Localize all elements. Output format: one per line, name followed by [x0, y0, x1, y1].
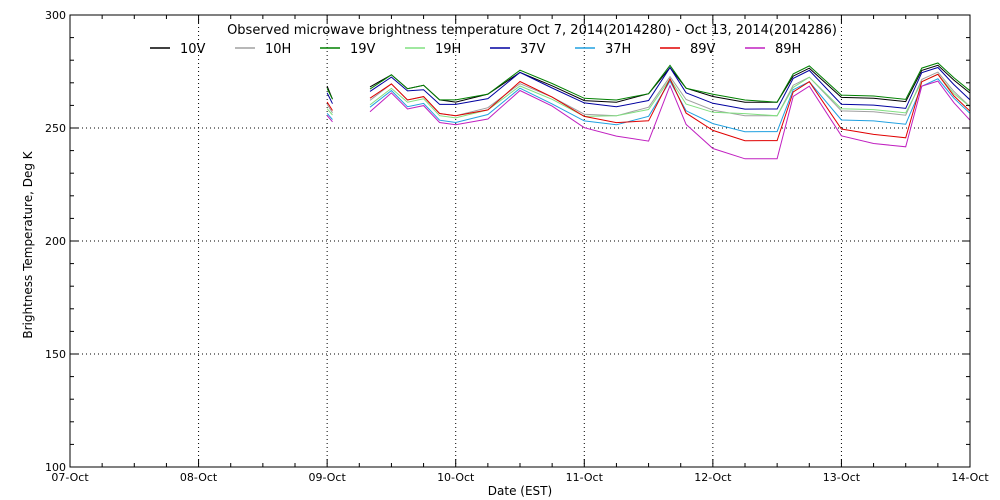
- series-line-37H: [326, 112, 333, 120]
- y-tick-label: 200: [45, 235, 66, 248]
- legend-label-37V: 37V: [520, 42, 546, 57]
- x-tick-label: 14-Oct: [951, 471, 989, 484]
- legend: 10V 10H 19V 19H 37V 37H 89V 89H: [150, 42, 801, 57]
- x-tick-label: 09-Oct: [308, 471, 346, 484]
- y-tick-label: 150: [45, 348, 66, 361]
- legend-label-19V: 19V: [350, 42, 376, 57]
- series-line-89H: [369, 80, 971, 160]
- legend-label-19H: 19H: [435, 42, 461, 57]
- x-axis-label: Date (EST): [488, 484, 552, 498]
- series-line-19V: [326, 88, 333, 100]
- x-tick-label: 10-Oct: [437, 471, 475, 484]
- series-line-89V: [326, 101, 333, 111]
- y-tick-label: 300: [45, 9, 66, 22]
- series-line-37V: [326, 92, 333, 104]
- axis-ticks: 07-Oct 08-Oct 09-Oct 10-Oct 11-Oct 12-Oct 13-O…: [45, 9, 989, 484]
- x-tick-label: 12-Oct: [694, 471, 732, 484]
- series-line-89V: [369, 73, 971, 142]
- series-lines: [326, 62, 971, 160]
- series-line-19V: [369, 62, 971, 103]
- series-line-89H: [326, 115, 333, 123]
- x-tick-label: 08-Oct: [180, 471, 218, 484]
- y-axis-label: Brightness Temperature, Deg K: [21, 150, 35, 338]
- x-tick-label: 11-Oct: [566, 471, 604, 484]
- series-line-37V: [369, 66, 971, 110]
- x-tick-label: 13-Oct: [823, 471, 861, 484]
- y-tick-label: 250: [45, 122, 66, 135]
- legend-label-37H: 37H: [605, 42, 631, 57]
- legend-label-10V: 10V: [180, 42, 206, 57]
- series-line-19H: [326, 108, 333, 116]
- legend-label-89H: 89H: [775, 42, 801, 57]
- grid-lines: [70, 15, 970, 467]
- series-line-19H: [369, 73, 971, 119]
- legend-label-10H: 10H: [265, 42, 291, 57]
- chart-title: Observed microwave brightness temperatur…: [227, 23, 837, 38]
- y-tick-label: 100: [45, 461, 66, 474]
- series-line-10H: [326, 103, 333, 114]
- legend-label-89V: 89V: [690, 42, 716, 57]
- x-tick-label: 07-Oct: [51, 471, 89, 484]
